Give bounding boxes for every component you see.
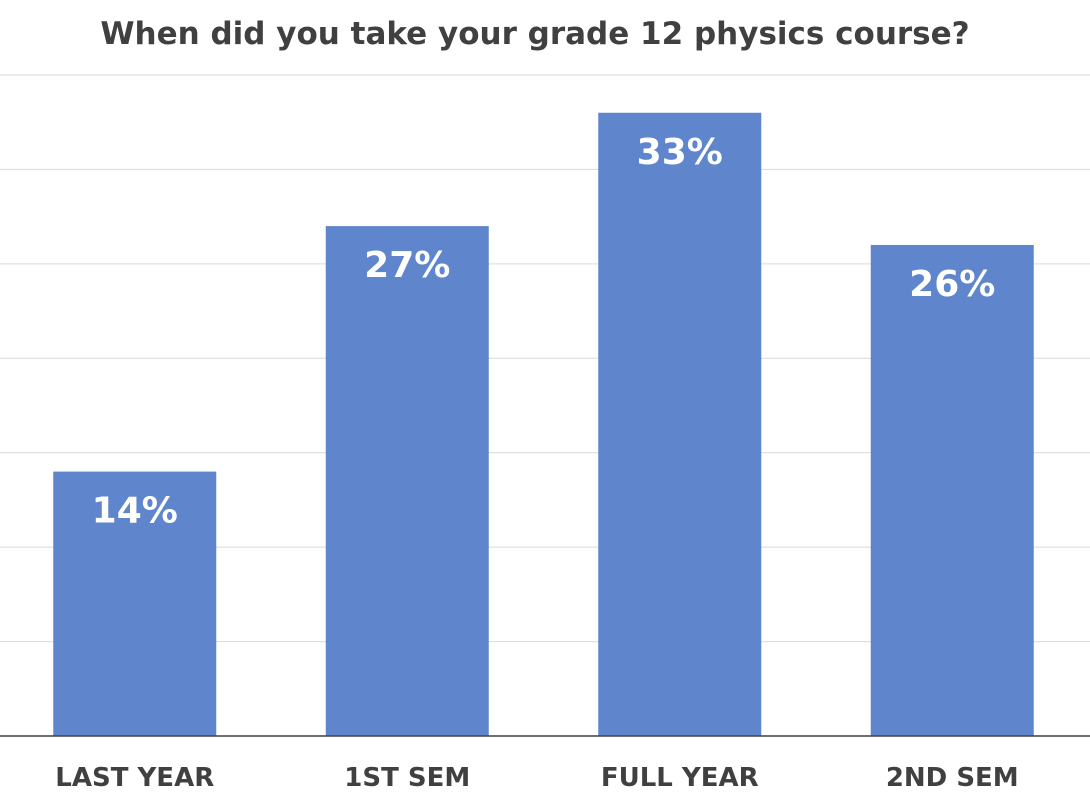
data-label: 26% <box>909 264 995 305</box>
x-tick-labels: LAST YEAR 1ST SEM FULL YEAR 2ND SEM <box>55 763 1018 793</box>
chart-title: When did you take your grade 12 physics … <box>100 16 969 52</box>
x-tick-label: FULL YEAR <box>601 763 759 793</box>
bars <box>53 112 1034 737</box>
bar <box>325 226 489 737</box>
bar <box>870 244 1034 736</box>
bar <box>598 112 762 737</box>
data-label: 27% <box>364 245 450 286</box>
x-tick-label: 2ND SEM <box>886 763 1019 793</box>
data-label: 14% <box>92 491 178 532</box>
x-tick-label: LAST YEAR <box>55 763 214 793</box>
data-labels: 14% 27% 33% 26% <box>92 132 996 532</box>
data-label: 33% <box>637 132 723 173</box>
x-tick-label: 1ST SEM <box>344 763 470 793</box>
bar <box>53 471 217 736</box>
